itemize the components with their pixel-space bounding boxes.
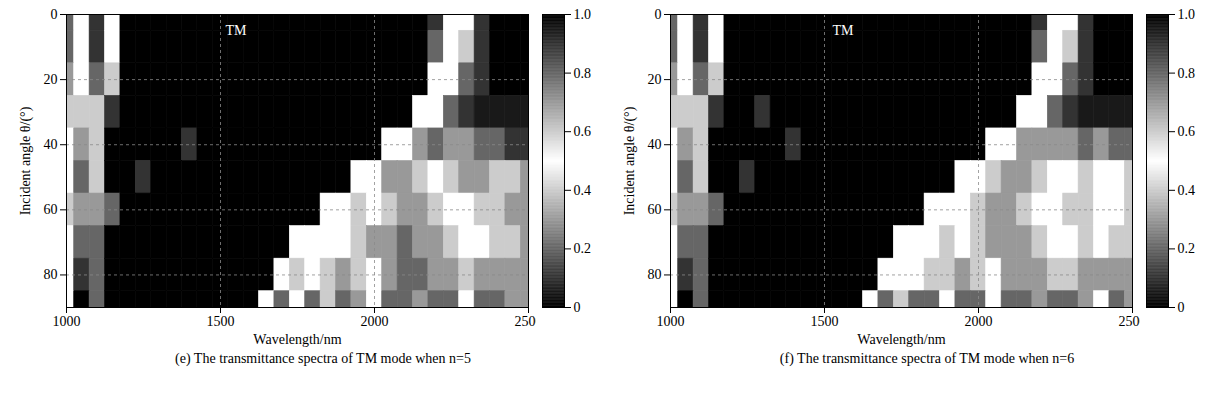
- svg-text:1000: 1000: [53, 314, 81, 329]
- svg-text:Wavelength/nm: Wavelength/nm: [253, 332, 341, 347]
- svg-text:0.4: 0.4: [1178, 183, 1196, 198]
- svg-text:40: 40: [648, 137, 662, 152]
- svg-text:40: 40: [44, 137, 58, 152]
- svg-text:Incident angle θ/(°): Incident angle θ/(°): [18, 106, 34, 215]
- svg-text:2500: 2500: [1119, 314, 1141, 329]
- svg-text:0.8: 0.8: [1178, 66, 1196, 81]
- svg-text:0: 0: [655, 7, 662, 22]
- svg-text:0.6: 0.6: [1178, 124, 1196, 139]
- svg-text:0.6: 0.6: [574, 124, 592, 139]
- svg-text:2000: 2000: [965, 314, 993, 329]
- svg-text:0: 0: [51, 7, 58, 22]
- svg-text:0: 0: [1178, 300, 1185, 315]
- svg-text:2000: 2000: [361, 314, 389, 329]
- svg-text:80: 80: [44, 267, 58, 282]
- svg-text:60: 60: [44, 202, 58, 217]
- html-text:(e) The transmittance spectra: (e) The transmittance spectra of TM mode…: [175, 351, 471, 366]
- svg-text:0.2: 0.2: [574, 241, 592, 256]
- html-text:(f) The transmittance spectra: (f) The transmittance spectra of TM mode…: [779, 351, 1075, 366]
- svg-text:0.4: 0.4: [574, 183, 592, 198]
- svg-text:TM: TM: [225, 23, 247, 38]
- svg-text:0.2: 0.2: [1178, 241, 1196, 256]
- svg-text:1.0: 1.0: [1178, 7, 1196, 22]
- svg-text:0: 0: [574, 300, 581, 315]
- svg-text:80: 80: [648, 267, 662, 282]
- svg-text:TM: TM: [832, 23, 854, 38]
- svg-text:1500: 1500: [207, 314, 235, 329]
- svg-text:20: 20: [44, 72, 58, 87]
- svg-text:0.8: 0.8: [574, 66, 592, 81]
- svg-text:1000: 1000: [657, 314, 685, 329]
- svg-text:Incident angle θ/(°): Incident angle θ/(°): [622, 106, 638, 215]
- svg-text:1500: 1500: [811, 314, 839, 329]
- svg-text:20: 20: [648, 72, 662, 87]
- svg-text:60: 60: [648, 202, 662, 217]
- svg-text:1.0: 1.0: [574, 7, 592, 22]
- svg-text:2500: 2500: [515, 314, 537, 329]
- svg-text:Wavelength/nm: Wavelength/nm: [857, 332, 945, 347]
